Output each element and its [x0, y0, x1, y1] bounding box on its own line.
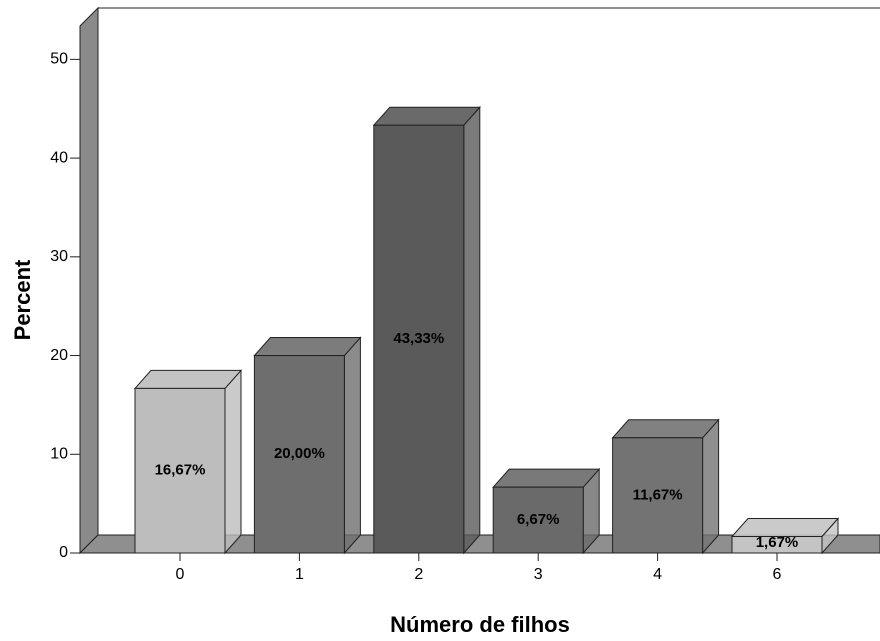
value-label: 11,67% — [633, 486, 683, 503]
bar — [134, 387, 226, 554]
x-tick-label: 4 — [653, 566, 662, 583]
y-axis-label: Percent — [10, 259, 35, 340]
bar-side — [463, 105, 481, 555]
x-tick-label: 2 — [414, 566, 423, 583]
bar-side — [702, 418, 720, 555]
value-label: 43,33% — [393, 330, 444, 347]
x-tick-label: 1 — [295, 566, 304, 583]
x-tick-label: 6 — [773, 566, 782, 583]
y-tick-label: 50 — [50, 51, 68, 68]
bar-side — [343, 336, 361, 555]
x-tick-label: 3 — [534, 566, 543, 583]
y-tick-label: 30 — [50, 248, 68, 265]
y-tick-label: 20 — [50, 347, 68, 364]
x-axis-label: Número de filhos — [390, 612, 570, 637]
bar-top — [133, 369, 243, 389]
bar-top — [253, 337, 362, 357]
bar-top — [492, 468, 601, 488]
x-tick-label: 0 — [176, 566, 185, 583]
y-tick-label: 40 — [50, 149, 68, 166]
bar — [612, 437, 704, 554]
bar — [492, 486, 584, 554]
value-label: 1,67% — [756, 534, 799, 551]
value-label: 20,00% — [274, 445, 325, 462]
bar — [253, 355, 345, 554]
bar-side — [224, 369, 242, 555]
bar-top — [611, 419, 720, 439]
bar — [373, 124, 465, 554]
y-tick-label: 0 — [59, 544, 68, 561]
y-tick-label: 10 — [50, 445, 68, 462]
value-label: 6,67% — [517, 511, 560, 528]
bar-top — [372, 106, 481, 126]
side-wall — [79, 6, 99, 555]
value-label: 16,67% — [155, 462, 206, 479]
